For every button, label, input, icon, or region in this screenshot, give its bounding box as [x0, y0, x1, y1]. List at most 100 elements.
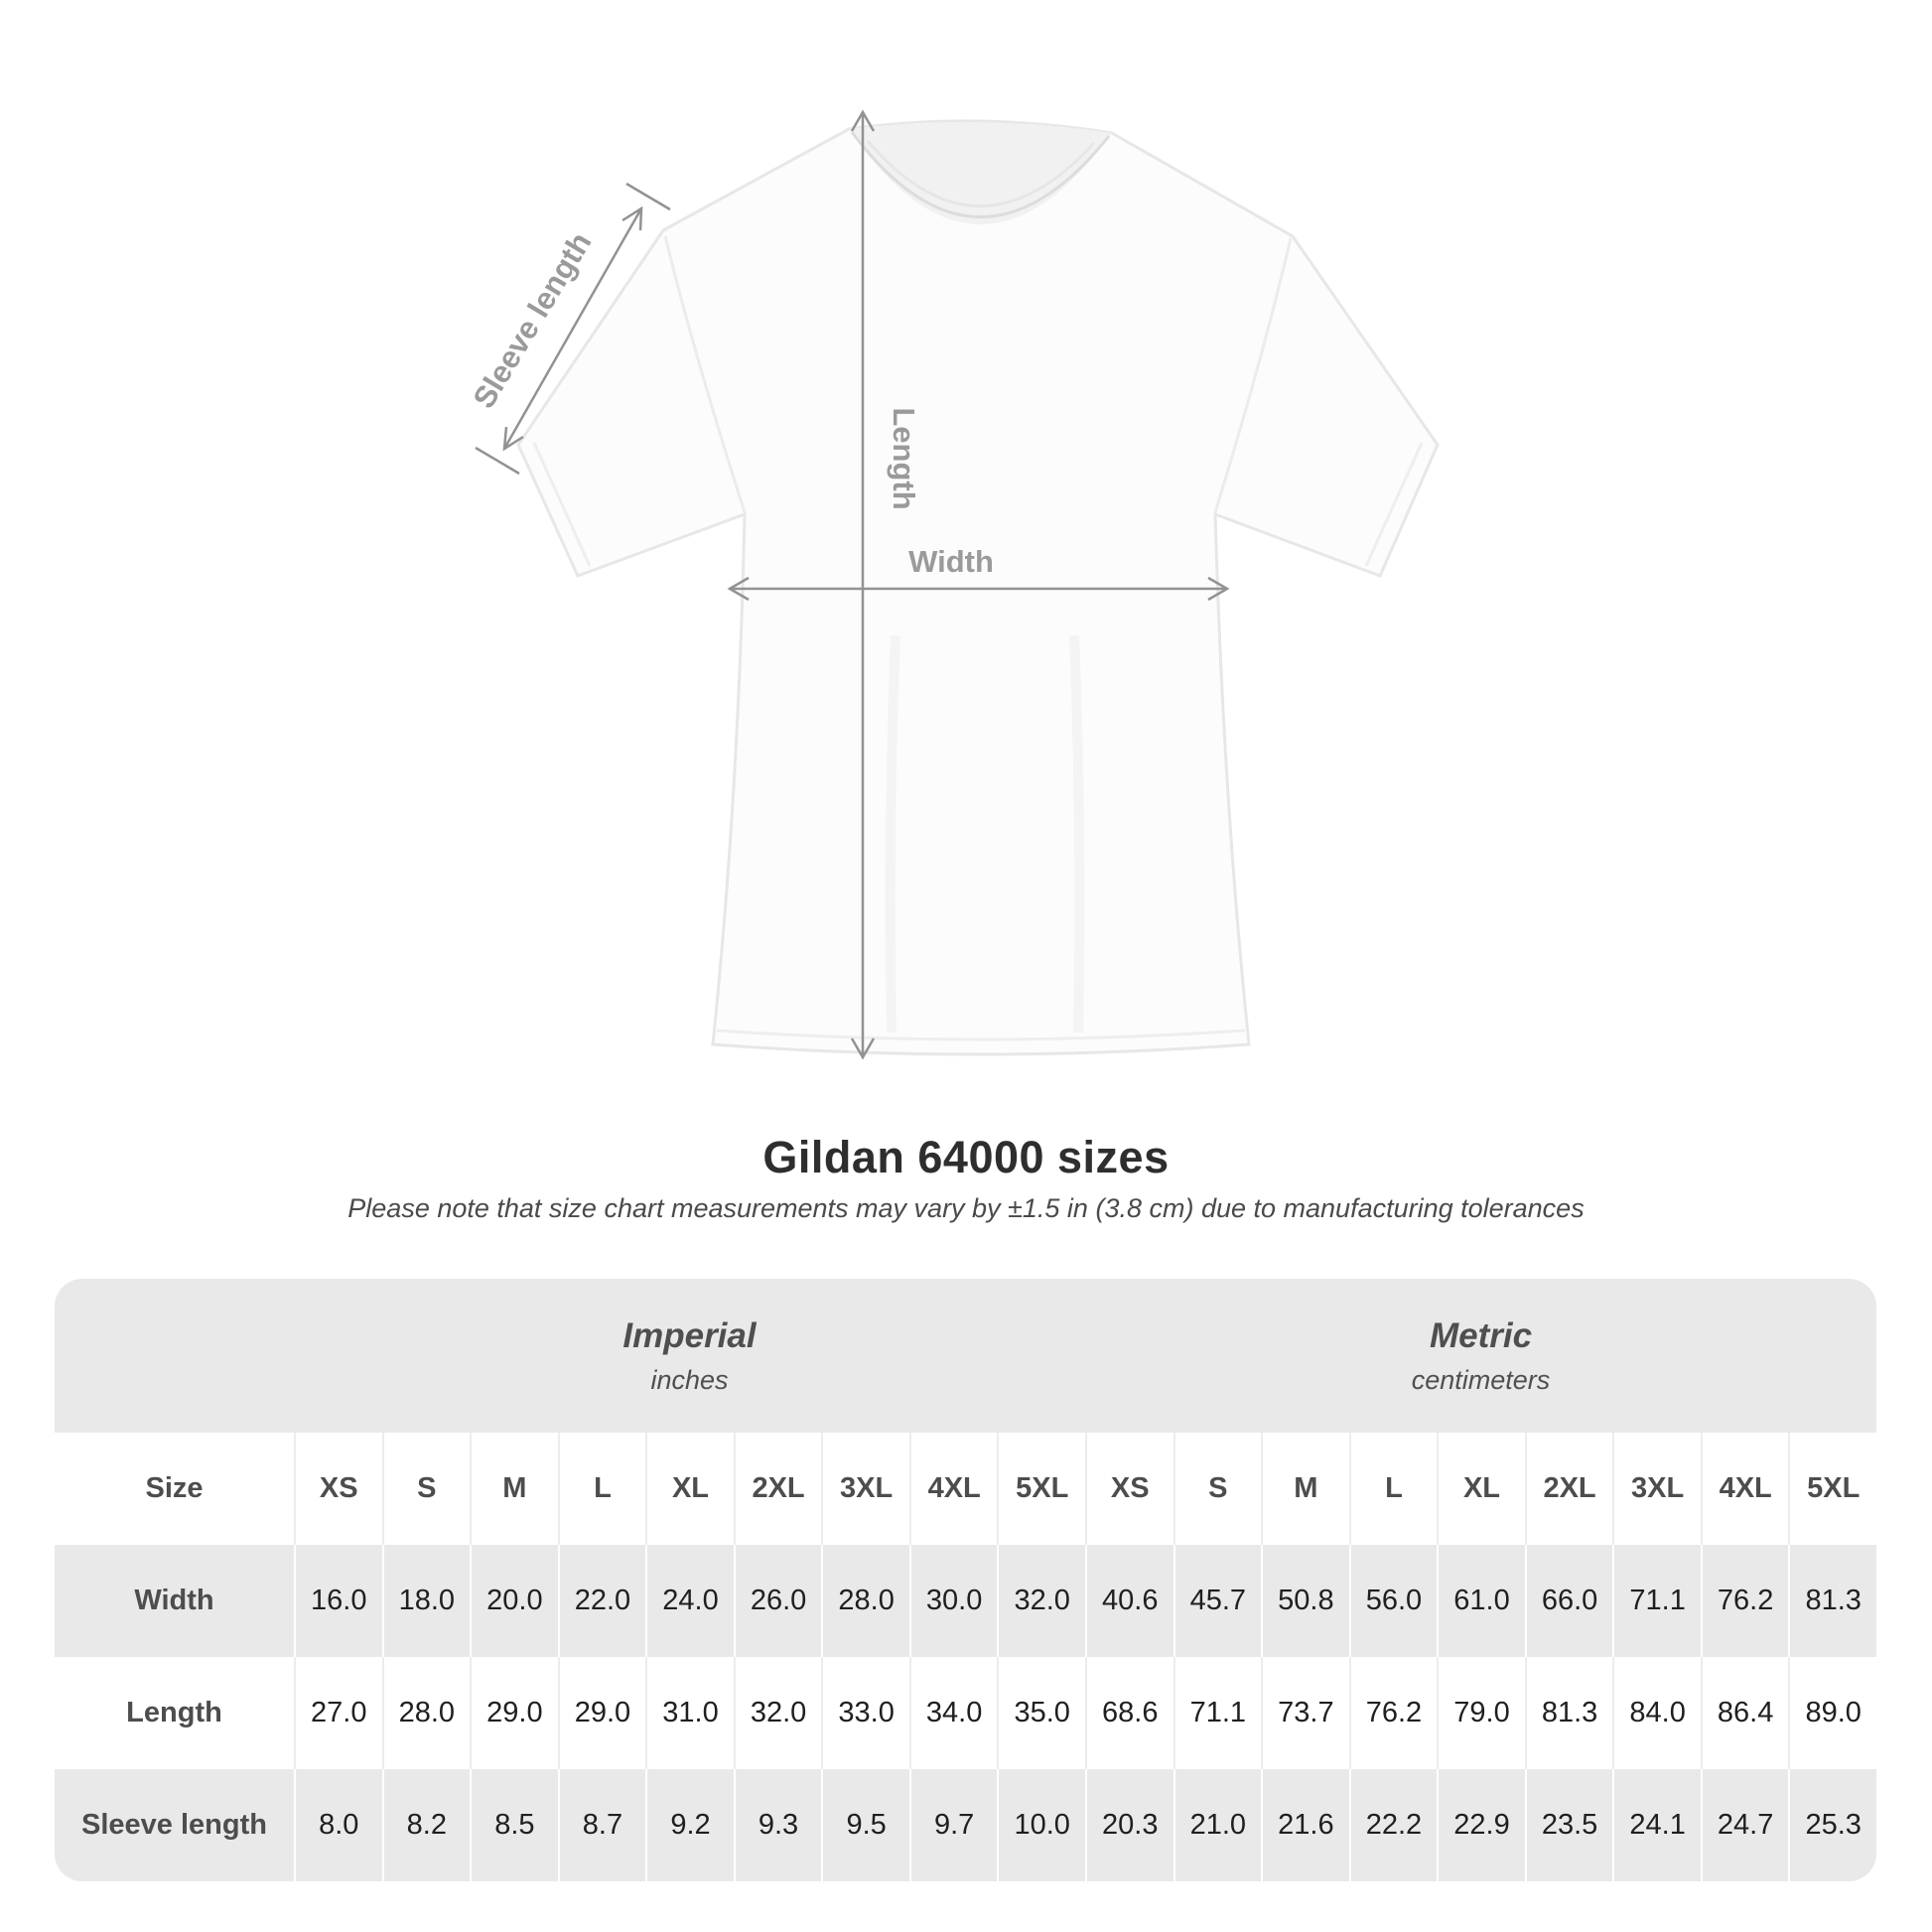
metric-value-cell: 89.0: [1788, 1657, 1876, 1769]
size-column-header: 5XL: [1788, 1433, 1876, 1545]
size-column-header: 5XL: [997, 1433, 1085, 1545]
tolerance-note: Please note that size chart measurements…: [347, 1193, 1585, 1223]
metric-value-cell: 22.9: [1437, 1769, 1525, 1881]
metric-value-cell: 71.1: [1173, 1657, 1262, 1769]
metric-unit-label: centimeters: [1411, 1364, 1551, 1395]
imperial-value-cell: 30.0: [908, 1545, 998, 1657]
size-column-header: XL: [1437, 1433, 1525, 1545]
tshirt-collar-inner: [866, 140, 1096, 207]
size-table-rows: Size XS S M L XL 2XL 3XL 4XL 5XL XS S M L XL 2XL 3XL 4XL 5…: [55, 1433, 1876, 1881]
imperial-value-cell: 31.0: [645, 1657, 734, 1769]
size-column-header: S: [1173, 1433, 1262, 1545]
imperial-value-cell: 29.0: [470, 1657, 558, 1769]
tshirt-fold-shading: [1069, 634, 1085, 1034]
imperial-value-cell: 18.0: [381, 1545, 471, 1657]
imperial-value-cell: 32.0: [733, 1657, 822, 1769]
imperial-value-cell: 26.0: [733, 1545, 822, 1657]
measurement-label-cell: Width: [134, 1585, 214, 1616]
measurement-row: Length 27.0 28.0 29.0 29.0 31.0 32.0 33.0 34.0 35…: [55, 1657, 1876, 1769]
tshirt-collar-outer: [850, 131, 1111, 218]
tshirt-right-armhole-seam: [1213, 237, 1293, 513]
imperial-value-cell: 10.0: [997, 1769, 1085, 1881]
imperial-value-cell: 34.0: [908, 1657, 998, 1769]
size-column-header: S: [381, 1433, 471, 1545]
imperial-value-cell: 16.0: [294, 1545, 382, 1657]
imperial-value-cell: 24.0: [645, 1545, 734, 1657]
page-title: Gildan 64000 sizes: [762, 1132, 1170, 1182]
metric-value-cell: 21.0: [1173, 1769, 1262, 1881]
metric-value-cell: 20.3: [1085, 1769, 1173, 1881]
size-column-header: 3XL: [1612, 1433, 1701, 1545]
imperial-value-cell: 8.5: [470, 1769, 558, 1881]
imperial-value-cell: 28.0: [821, 1545, 909, 1657]
metric-value-cell: 23.5: [1524, 1769, 1613, 1881]
size-column-header: 4XL: [1700, 1433, 1789, 1545]
size-column-header: 3XL: [821, 1433, 909, 1545]
width-measurement: Width: [727, 544, 1230, 602]
size-column-header: XS: [1085, 1433, 1173, 1545]
metric-value-cell: 76.2: [1348, 1657, 1438, 1769]
metric-value-cell: 50.8: [1261, 1545, 1349, 1657]
size-column-header: XL: [645, 1433, 734, 1545]
metric-value-cell: 56.0: [1348, 1545, 1438, 1657]
size-column-header: M: [1261, 1433, 1349, 1545]
metric-value-cell: 73.7: [1261, 1657, 1349, 1769]
metric-value-cell: 84.0: [1612, 1657, 1701, 1769]
size-column-header: 2XL: [1524, 1433, 1613, 1545]
imperial-value-cell: 9.7: [908, 1769, 998, 1881]
imperial-group-header: Imperial inches: [294, 1279, 1085, 1433]
metric-value-cell: 71.1: [1612, 1545, 1701, 1657]
measurement-label-cell: Length: [126, 1697, 222, 1728]
unit-band-spacer: [55, 1279, 294, 1433]
width-label: Width: [908, 544, 994, 579]
imperial-value-cell: 35.0: [997, 1657, 1085, 1769]
tshirt-hem-stitch: [716, 1029, 1246, 1041]
measurement-row: Sleeve length 8.0 8.2 8.5 8.7 9.2 9.3 9.5 9.7 10.…: [55, 1769, 1876, 1881]
metric-value-cell: 61.0: [1437, 1545, 1525, 1657]
tshirt-left-sleeve-stitch: [532, 442, 592, 567]
measurement-label-cell: Sleeve length: [81, 1809, 267, 1841]
tshirt-diagram: Length Width Sleeve length: [467, 109, 1440, 1060]
size-table: Imperial inches Metric centimeters Size X…: [55, 1279, 1876, 1881]
imperial-value-cell: 8.0: [294, 1769, 382, 1881]
metric-value-cell: 76.2: [1700, 1545, 1789, 1657]
unit-header-band: Imperial inches Metric centimeters: [55, 1279, 1876, 1433]
metric-value-cell: 79.0: [1437, 1657, 1525, 1769]
imperial-value-cell: 9.3: [733, 1769, 822, 1881]
size-header-row: Size XS S M L XL 2XL 3XL 4XL 5XL XS S M L XL 2XL 3XL 4XL 5…: [55, 1433, 1876, 1545]
imperial-value-cell: 27.0: [294, 1657, 382, 1769]
tshirt-fold-shading: [885, 634, 900, 1034]
imperial-value-cell: 22.0: [557, 1545, 646, 1657]
metric-value-cell: 86.4: [1700, 1657, 1789, 1769]
size-column-header: 4XL: [908, 1433, 998, 1545]
imperial-label: Imperial: [622, 1315, 757, 1355]
metric-value-cell: 24.1: [1612, 1769, 1701, 1881]
metric-value-cell: 21.6: [1261, 1769, 1349, 1881]
metric-value-cell: 40.6: [1085, 1545, 1173, 1657]
size-column-header: 2XL: [733, 1433, 822, 1545]
size-column-header: L: [1348, 1433, 1438, 1545]
size-column-header: L: [557, 1433, 646, 1545]
metric-value-cell: 66.0: [1524, 1545, 1613, 1657]
metric-value-cell: 22.2: [1348, 1769, 1438, 1881]
metric-label: Metric: [1429, 1315, 1533, 1355]
tshirt-neck-opening: [849, 121, 1112, 225]
metric-value-cell: 24.7: [1700, 1769, 1789, 1881]
imperial-value-cell: 28.0: [381, 1657, 471, 1769]
imperial-value-cell: 8.7: [557, 1769, 646, 1881]
imperial-value-cell: 29.0: [557, 1657, 646, 1769]
metric-value-cell: 81.3: [1788, 1545, 1876, 1657]
imperial-value-cell: 33.0: [821, 1657, 909, 1769]
metric-value-cell: 81.3: [1524, 1657, 1613, 1769]
tshirt-left-armhole-seam: [663, 235, 747, 513]
imperial-value-cell: 8.2: [381, 1769, 471, 1881]
metric-group-header: Metric centimeters: [1085, 1279, 1876, 1433]
metric-value-cell: 45.7: [1173, 1545, 1262, 1657]
imperial-value-cell: 32.0: [997, 1545, 1085, 1657]
imperial-value-cell: 9.5: [821, 1769, 909, 1881]
metric-value-cell: 68.6: [1085, 1657, 1173, 1769]
metric-value-cell: 25.3: [1788, 1769, 1876, 1881]
length-label: Length: [887, 407, 921, 509]
imperial-value-cell: 20.0: [470, 1545, 558, 1657]
